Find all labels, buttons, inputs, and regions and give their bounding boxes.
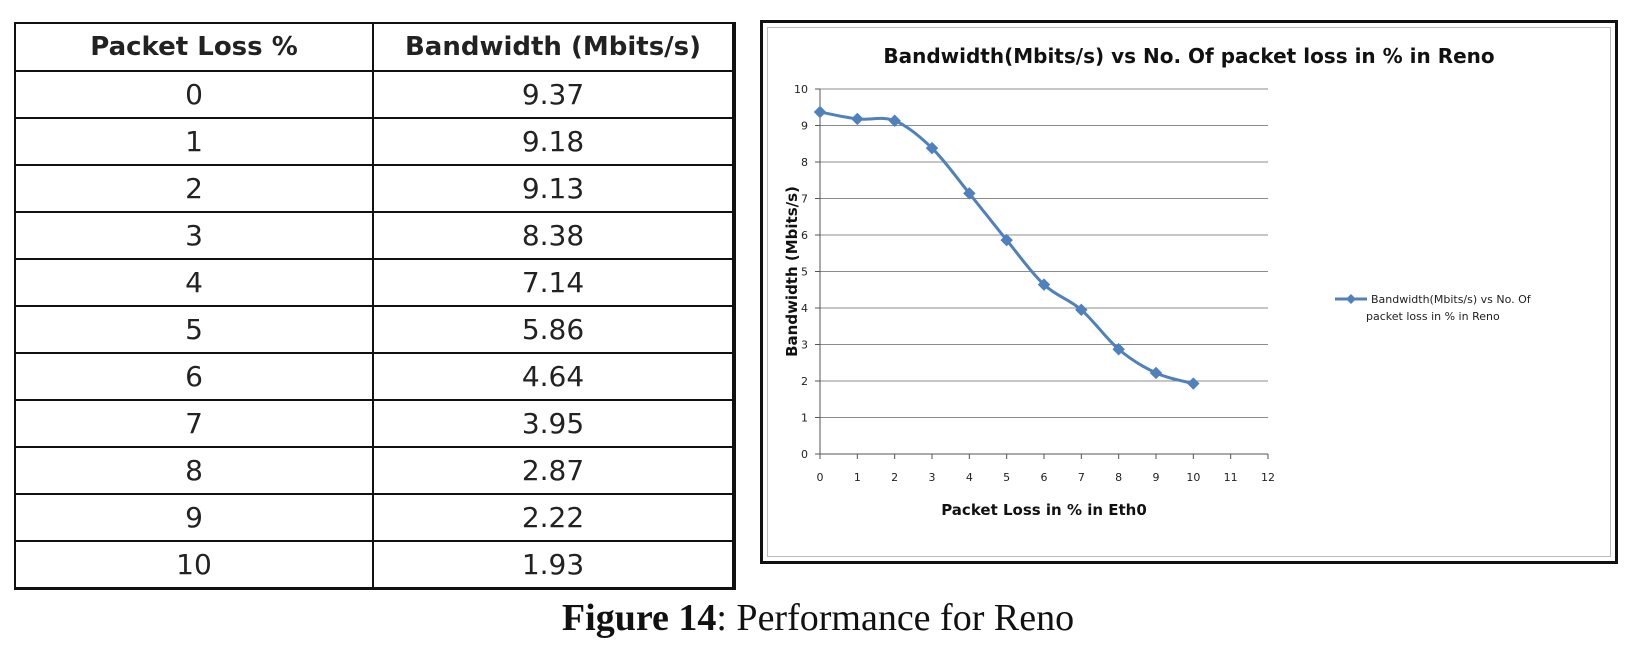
cell-bandwidth: 3.95 [372,399,736,448]
y-tick-label: 0 [801,448,808,461]
y-tick-label: 8 [801,156,808,169]
cell-bandwidth: 8.38 [372,211,736,260]
cell-packet-loss: 8 [14,446,374,495]
data-point-marker [963,187,976,200]
x-tick-label: 0 [817,471,824,484]
data-point-marker [813,105,827,119]
cell-packet-loss: 0 [14,70,374,119]
y-tick-label: 9 [801,120,808,133]
y-tick-label: 4 [801,302,808,315]
cell-packet-loss: 1 [14,117,374,166]
data-table: Packet Loss % Bandwidth (Mbits/s) 0 9.37 1… [14,22,736,590]
y-tick-label: 1 [801,412,808,425]
table-row: 8 2.87 [14,446,736,495]
cell-packet-loss: 2 [14,164,374,213]
table-row: 9 2.22 [14,493,736,542]
x-tick-label: 12 [1261,471,1275,484]
data-point-marker [1187,377,1200,390]
data-point-marker [1037,278,1051,291]
y-tick-label: 2 [801,375,808,388]
cell-bandwidth: 5.86 [372,305,736,354]
table-row: 3 8.38 [14,211,736,260]
chart-title: Bandwidth(Mbits/s) vs No. Of packet loss… [883,44,1494,68]
cell-packet-loss: 7 [14,399,374,448]
line-chart: Bandwidth(Mbits/s) vs No. Of packet loss… [783,44,1532,519]
legend-label: packet loss in % in Reno [1366,310,1500,323]
y-tick-label: 7 [801,193,808,206]
cell-packet-loss: 6 [14,352,374,401]
cell-bandwidth: 1.93 [372,540,736,590]
y-tick-label: 10 [794,83,808,96]
data-point-marker [1149,366,1163,380]
cell-bandwidth: 9.37 [372,70,736,119]
table-row: 5 5.86 [14,305,736,354]
cell-packet-loss: 3 [14,211,374,260]
cell-packet-loss: 10 [14,540,374,590]
x-axis-label: Packet Loss in % in Eth0 [941,501,1147,519]
x-tick-label: 10 [1186,471,1200,484]
y-axis-label: Bandwidth (Mbits/s) [783,186,801,357]
table-row: 6 4.64 [14,352,736,401]
legend-marker [1346,294,1356,304]
table-row: 1 9.18 [14,117,736,166]
chart-panel: Bandwidth(Mbits/s) vs No. Of packet loss… [760,20,1618,564]
cell-bandwidth: 7.14 [372,258,736,307]
legend-label: Bandwidth(Mbits/s) vs No. Of [1371,293,1532,306]
header-packet-loss: Packet Loss % [14,22,374,72]
data-point-marker [1075,303,1088,317]
x-tick-label: 9 [1153,471,1160,484]
table-row: 4 7.14 [14,258,736,307]
table-row: 7 3.95 [14,399,736,448]
data-point-marker [851,112,864,126]
cell-packet-loss: 4 [14,258,374,307]
y-tick-label: 5 [801,266,808,279]
x-tick-label: 8 [1115,471,1122,484]
cell-bandwidth: 2.87 [372,446,736,495]
data-point-marker [1112,343,1125,356]
table-body: 0 9.37 1 9.18 2 9.13 3 8.38 4 7.14 5 5.86 6 4.64 7 3.95… [14,70,736,590]
data-point-marker [888,114,901,127]
x-tick-label: 7 [1078,471,1085,484]
cell-bandwidth: 2.22 [372,493,736,542]
chart-plot-frame [767,27,1611,557]
data-table-container: Packet Loss % Bandwidth (Mbits/s) 0 9.37 1… [14,22,736,590]
cell-bandwidth: 9.13 [372,164,736,213]
y-tick-label: 3 [801,339,808,352]
table-header-row: Packet Loss % Bandwidth (Mbits/s) [14,22,736,72]
cell-bandwidth: 4.64 [372,352,736,401]
header-bandwidth: Bandwidth (Mbits/s) [372,22,736,72]
x-tick-label: 11 [1224,471,1238,484]
figure-caption: Figure 14: Performance for Reno [0,596,1636,640]
table-row: 0 9.37 [14,70,736,119]
x-tick-label: 1 [854,471,861,484]
figure-label: Figure 14 [561,597,717,639]
cell-packet-loss: 5 [14,305,374,354]
x-tick-label: 2 [891,471,898,484]
data-point-marker [1000,233,1013,247]
data-point-marker [925,141,939,155]
table-row: 10 1.93 [14,540,736,590]
x-tick-label: 4 [966,471,973,484]
cell-bandwidth: 9.18 [372,117,736,166]
y-tick-label: 6 [801,229,808,242]
x-tick-label: 3 [929,471,936,484]
figure-caption-text: : Performance for Reno [716,597,1075,639]
x-tick-label: 5 [1003,471,1010,484]
series-line [819,110,1194,386]
x-tick-label: 6 [1041,471,1048,484]
cell-packet-loss: 9 [14,493,374,542]
table-row: 2 9.13 [14,164,736,213]
